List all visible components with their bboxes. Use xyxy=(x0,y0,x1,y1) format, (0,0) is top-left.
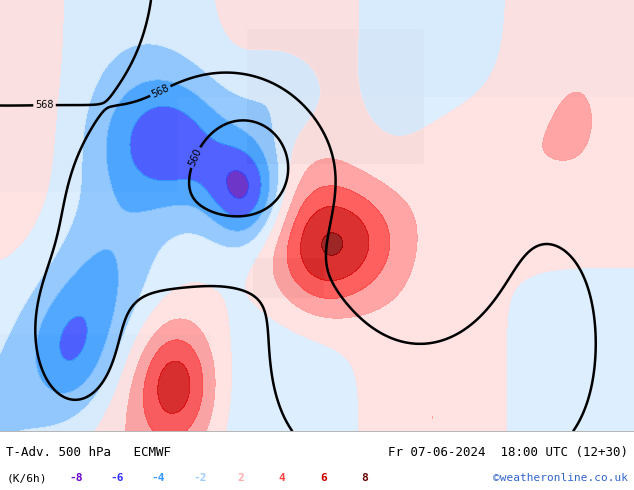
Text: -8: -8 xyxy=(69,473,83,483)
Text: ©weatheronline.co.uk: ©weatheronline.co.uk xyxy=(493,473,628,483)
Text: 2: 2 xyxy=(238,473,244,483)
Text: -4: -4 xyxy=(152,473,165,483)
Text: -6: -6 xyxy=(110,473,124,483)
Text: -2: -2 xyxy=(193,473,207,483)
Text: 4: 4 xyxy=(279,473,285,483)
Text: T-Adv. 500 hPa   ECMWF: T-Adv. 500 hPa ECMWF xyxy=(6,446,171,459)
Text: (K/6h): (K/6h) xyxy=(6,473,47,483)
Text: 6: 6 xyxy=(320,473,327,483)
Text: Fr 07-06-2024  18:00 UTC (12+30): Fr 07-06-2024 18:00 UTC (12+30) xyxy=(387,446,628,459)
Text: 568: 568 xyxy=(36,100,54,110)
Text: 8: 8 xyxy=(361,473,368,483)
Text: 568: 568 xyxy=(150,82,171,99)
Text: 560: 560 xyxy=(187,147,204,168)
